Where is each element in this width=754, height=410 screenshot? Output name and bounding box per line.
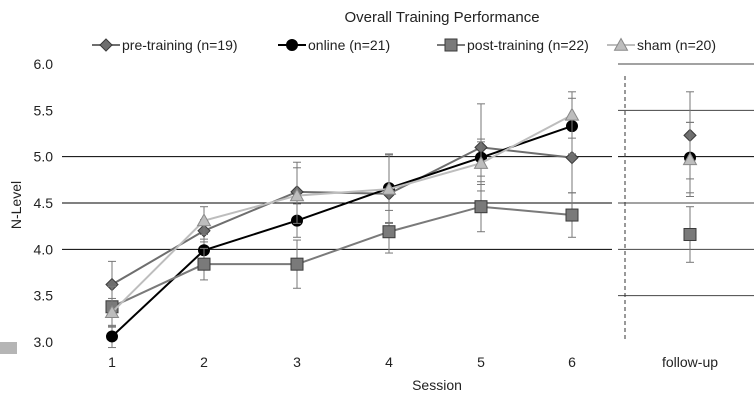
series-line-pre-training	[112, 147, 572, 284]
y-tick-label: 3.5	[34, 288, 54, 304]
data-point-followup-post-training	[684, 229, 696, 241]
series-line-online	[112, 126, 572, 336]
y-tick-label: 4.5	[34, 195, 54, 211]
legend-label: sham (n=20)	[637, 37, 716, 53]
x-tick-label: 2	[200, 354, 208, 370]
y-tick-label: 5.0	[34, 149, 54, 165]
series-online	[107, 98, 696, 347]
legend-marker-online	[287, 40, 298, 51]
corner-block	[0, 342, 17, 354]
x-tick-label: 5	[477, 354, 485, 370]
data-point-post-training	[291, 258, 303, 270]
x-tick-label: 6	[568, 354, 576, 370]
chart-legend: pre-training (n=19) online (n=21) post-tra…	[92, 37, 716, 53]
y-axis-ticks: 3.0 3.5 4.0 4.5 5.0 5.5 6.0	[34, 56, 54, 350]
chart-title: Overall Training Performance	[344, 9, 539, 26]
legend-marker-pre-training	[100, 39, 112, 51]
series-post-training	[106, 182, 696, 327]
data-point-post-training	[475, 201, 487, 213]
legend-item-pre-training: pre-training (n=19)	[92, 37, 238, 53]
y-tick-label: 6.0	[34, 56, 54, 72]
x-tick-label: follow-up	[662, 354, 718, 370]
data-point-online	[107, 331, 118, 342]
legend-label: pre-training (n=19)	[122, 37, 238, 53]
data-point-post-training	[383, 226, 395, 238]
series-sham	[106, 92, 697, 326]
y-tick-label: 4.0	[34, 241, 54, 257]
legend-label: online (n=21)	[308, 37, 390, 53]
gridlines	[62, 64, 754, 296]
series-line-post-training	[112, 207, 572, 307]
x-tick-label: 3	[293, 354, 301, 370]
data-point-sham	[566, 108, 579, 120]
legend-item-online: online (n=21)	[278, 37, 390, 53]
legend-marker-post-training	[445, 39, 457, 51]
data-point-post-training	[198, 258, 210, 270]
y-tick-label: 3.0	[34, 334, 54, 350]
x-tick-label: 4	[385, 354, 393, 370]
y-tick-label: 5.5	[34, 102, 54, 118]
series-line-sham	[112, 115, 572, 312]
x-tick-label: 1	[108, 354, 116, 370]
y-axis-label: N-Level	[8, 181, 24, 229]
x-axis-label: Session	[412, 377, 462, 393]
series-layer	[106, 92, 697, 348]
data-point-post-training	[566, 209, 578, 221]
x-axis-ticks: 1 2 3 4 5 6 follow-up	[108, 354, 718, 370]
legend-label: post-training (n=22)	[467, 37, 589, 53]
legend-item-sham: sham (n=20)	[607, 37, 716, 53]
series-pre-training	[106, 92, 696, 308]
legend-item-post-training: post-training (n=22)	[437, 37, 589, 53]
